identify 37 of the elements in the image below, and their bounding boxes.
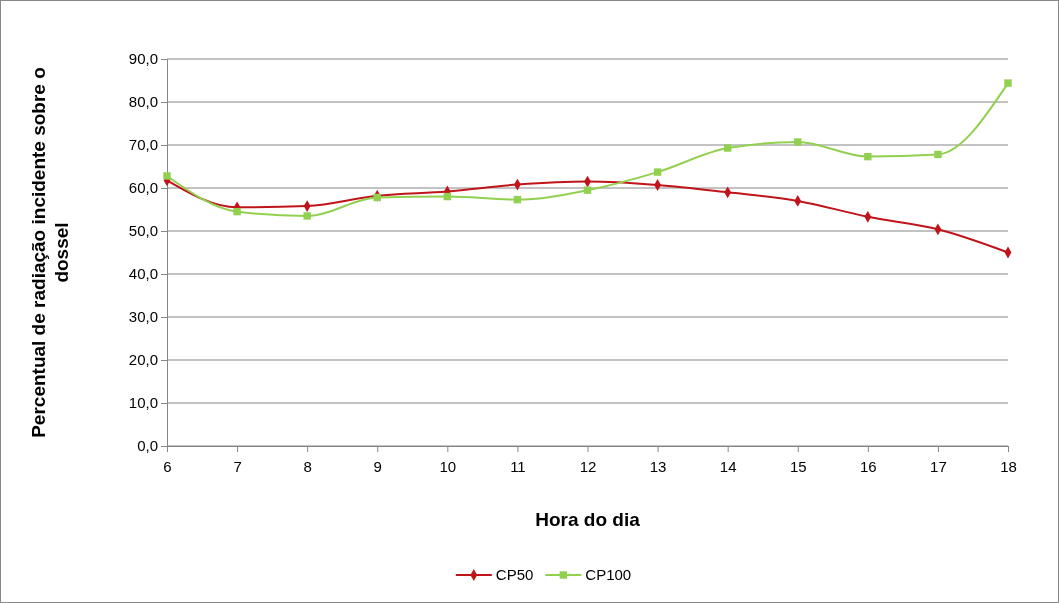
point — [864, 152, 872, 161]
y-tick-label: 70,0 — [128, 136, 158, 154]
point — [583, 186, 592, 194]
x-tick-label: 14 — [719, 457, 737, 475]
point — [1004, 79, 1012, 87]
point — [723, 144, 732, 152]
y-axis-title: Percentual de radiação incidente sobre o dossel — [28, 67, 72, 438]
legend-label: CP50 — [495, 566, 534, 584]
y-tick-label: 20,0 — [128, 351, 158, 369]
y-tick-label: 50,0 — [128, 222, 158, 240]
legend-label: CP100 — [585, 566, 632, 584]
y-tick-label: 10,0 — [128, 394, 158, 412]
x-tick-label: 11 — [510, 457, 526, 475]
y-tick-label: 0,0 — [137, 437, 158, 455]
x-tick-label: 6 — [163, 457, 172, 475]
x-tick-label: 12 — [579, 457, 597, 475]
x-tick-label: 16 — [859, 457, 877, 475]
point — [233, 207, 241, 216]
point — [653, 168, 662, 176]
x-tick-label: 15 — [789, 457, 807, 475]
y-tick-label: 90,0 — [128, 50, 158, 68]
y-tick-label: 30,0 — [128, 308, 158, 326]
x-tick-label: 18 — [1000, 457, 1017, 475]
x-tick-label: 9 — [373, 457, 382, 475]
point — [303, 212, 311, 220]
point — [163, 172, 171, 180]
x-tick-label: 10 — [439, 457, 457, 475]
x-tick-label: 17 — [930, 457, 947, 475]
point — [794, 138, 802, 146]
y-tick-label: 40,0 — [128, 265, 158, 283]
point — [934, 150, 942, 159]
x-tick-label: 7 — [233, 457, 242, 475]
x-axis-title: Hora do dia — [535, 509, 641, 530]
x-tick-label: 13 — [649, 457, 667, 475]
x-tick-label: 8 — [303, 457, 312, 475]
y-tick-label: 80,0 — [128, 93, 158, 111]
y-tick-label: 60,0 — [128, 179, 158, 197]
